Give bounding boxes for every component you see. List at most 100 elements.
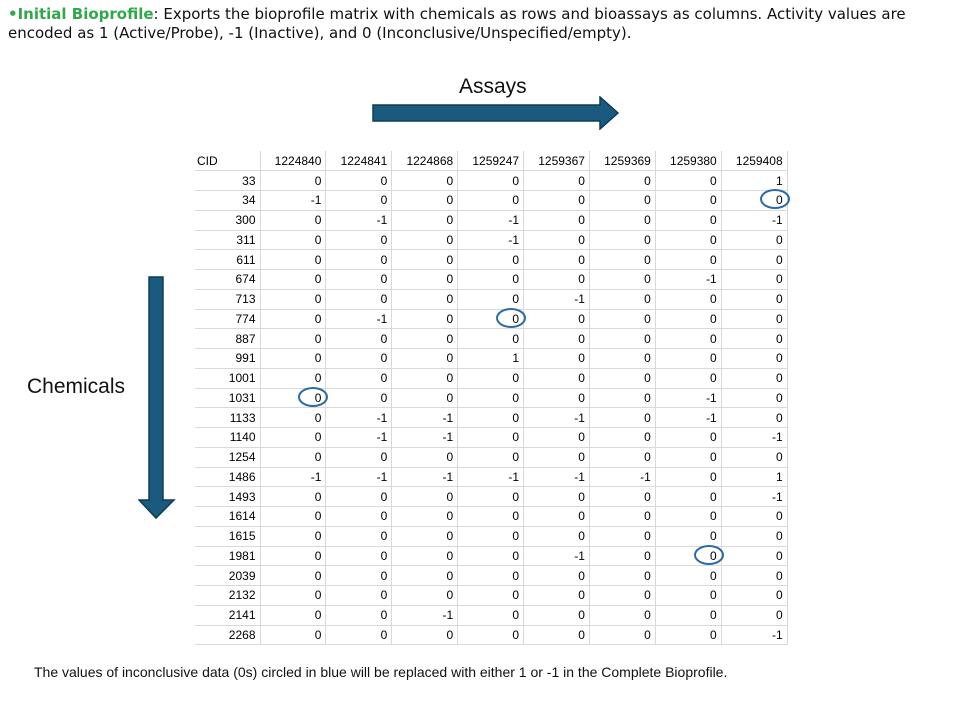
activity-cell: 0 bbox=[325, 388, 393, 409]
activity-cell: 0 bbox=[523, 249, 590, 270]
activity-cell: 0 bbox=[655, 625, 722, 646]
activity-cell: 0 bbox=[589, 625, 656, 646]
activity-cell: 0 bbox=[655, 309, 722, 330]
activity-cell: 0 bbox=[457, 546, 525, 567]
activity-cell: 0 bbox=[589, 407, 656, 428]
activity-cell: 0 bbox=[325, 289, 393, 310]
activity-cell: 0 bbox=[325, 506, 393, 527]
table-row: 774 0 -1 0 0 0 0 0 0 bbox=[195, 307, 788, 330]
activity-cell: -1 bbox=[391, 407, 459, 428]
activity-cell: 0 bbox=[655, 526, 722, 547]
activity-cell: 0 bbox=[523, 565, 590, 586]
activity-cell: 0 bbox=[391, 526, 459, 547]
activity-cell: 0 bbox=[655, 486, 722, 507]
activity-cell: 0 bbox=[325, 170, 393, 191]
activity-cell: 0 bbox=[391, 249, 459, 270]
activity-cell: -1 bbox=[655, 269, 722, 290]
activity-cell: 0 bbox=[457, 605, 525, 626]
table-row: 2268 0 0 0 0 0 0 0 -1 bbox=[195, 625, 788, 646]
activity-cell: 0 bbox=[655, 467, 722, 488]
table-row: 1981 0 0 0 0 -1 0 0 0 bbox=[195, 544, 788, 567]
activity-cell: -1 bbox=[260, 190, 327, 211]
activity-cell: 0 bbox=[589, 526, 656, 547]
assays-label: Assays bbox=[459, 75, 527, 98]
activity-cell: 0 bbox=[523, 388, 590, 409]
table-row: 1493 0 0 0 0 0 0 0 -1 bbox=[195, 486, 788, 507]
activity-cell: -1 bbox=[325, 427, 393, 448]
activity-cell: 0 bbox=[721, 348, 788, 369]
activity-cell: 0 bbox=[721, 565, 788, 586]
cid-cell: 774 bbox=[195, 309, 261, 330]
cid-cell: 2268 bbox=[195, 625, 261, 646]
down-arrow-icon bbox=[138, 276, 176, 520]
activity-cell: 0 bbox=[457, 368, 525, 389]
activity-cell: 0 bbox=[391, 486, 459, 507]
activity-cell: 0 bbox=[391, 585, 459, 606]
cid-cell: 1140 bbox=[195, 427, 261, 448]
table-row: 2132 0 0 0 0 0 0 0 0 bbox=[195, 585, 788, 606]
activity-cell: 0 bbox=[457, 625, 525, 646]
activity-cell: 0 bbox=[325, 546, 393, 567]
cid-cell: 2141 bbox=[195, 605, 261, 626]
column-header-assay: 1259369 bbox=[589, 151, 656, 172]
cid-cell: 1486 bbox=[195, 467, 261, 488]
activity-cell: 0 bbox=[391, 348, 459, 369]
intro-title: •Initial Bioprofile bbox=[8, 5, 154, 23]
activity-cell: 0 bbox=[721, 368, 788, 389]
activity-cell: 0 bbox=[391, 170, 459, 191]
activity-cell: 0 bbox=[655, 328, 722, 349]
activity-cell: 0 bbox=[457, 526, 525, 547]
activity-cell: -1 bbox=[721, 486, 788, 507]
activity-cell: 0 bbox=[260, 368, 327, 389]
column-header-assay: 1259367 bbox=[523, 151, 590, 172]
activity-cell: 0 bbox=[260, 249, 327, 270]
activity-cell: 0 bbox=[260, 585, 327, 606]
activity-cell: -1 bbox=[391, 467, 459, 488]
activity-cell: 0 bbox=[523, 506, 590, 527]
activity-cell: 0 bbox=[325, 348, 393, 369]
activity-cell: 0 bbox=[325, 249, 393, 270]
column-header-cid: CID bbox=[195, 151, 261, 172]
activity-cell: -1 bbox=[260, 467, 327, 488]
activity-cell: 0 bbox=[523, 605, 590, 626]
activity-cell: 0 bbox=[655, 289, 722, 310]
activity-cell: 0 bbox=[655, 585, 722, 606]
activity-cell: 0 bbox=[589, 309, 656, 330]
circled-activity-cell: 0 bbox=[655, 544, 724, 567]
column-header-assay: 1224841 bbox=[325, 151, 393, 172]
cid-cell: 33 bbox=[195, 170, 261, 191]
activity-cell: 0 bbox=[589, 427, 656, 448]
activity-cell: -1 bbox=[391, 427, 459, 448]
activity-cell: 0 bbox=[721, 526, 788, 547]
activity-cell: 0 bbox=[391, 447, 459, 468]
activity-cell: -1 bbox=[523, 289, 590, 310]
activity-cell: 0 bbox=[260, 407, 327, 428]
activity-cell: 0 bbox=[325, 190, 393, 211]
activity-cell: 0 bbox=[655, 210, 722, 231]
table-row: 887 0 0 0 0 0 0 0 0 bbox=[195, 328, 788, 349]
table-row: 611 0 0 0 0 0 0 0 0 bbox=[195, 249, 788, 270]
activity-cell: 0 bbox=[523, 269, 590, 290]
activity-cell: -1 bbox=[721, 625, 788, 646]
table-row: 2141 0 0 -1 0 0 0 0 0 bbox=[195, 605, 788, 626]
activity-cell: 0 bbox=[523, 309, 590, 330]
cid-cell: 991 bbox=[195, 348, 261, 369]
activity-cell: 0 bbox=[589, 289, 656, 310]
activity-cell: -1 bbox=[655, 407, 722, 428]
activity-cell: 0 bbox=[391, 368, 459, 389]
activity-cell: 0 bbox=[721, 269, 788, 290]
activity-cell: 0 bbox=[523, 190, 590, 211]
column-header-assay: 1259380 bbox=[655, 151, 722, 172]
activity-cell: 0 bbox=[523, 230, 590, 251]
activity-cell: 0 bbox=[457, 190, 525, 211]
activity-cell: 0 bbox=[260, 210, 327, 231]
activity-cell: 0 bbox=[457, 427, 525, 448]
activity-cell: 0 bbox=[391, 309, 459, 330]
cid-cell: 674 bbox=[195, 269, 261, 290]
activity-cell: 0 bbox=[391, 210, 459, 231]
activity-cell: -1 bbox=[325, 210, 393, 231]
activity-cell: 0 bbox=[523, 427, 590, 448]
activity-cell: 0 bbox=[589, 585, 656, 606]
activity-cell: 0 bbox=[721, 289, 788, 310]
activity-cell: 0 bbox=[260, 546, 327, 567]
